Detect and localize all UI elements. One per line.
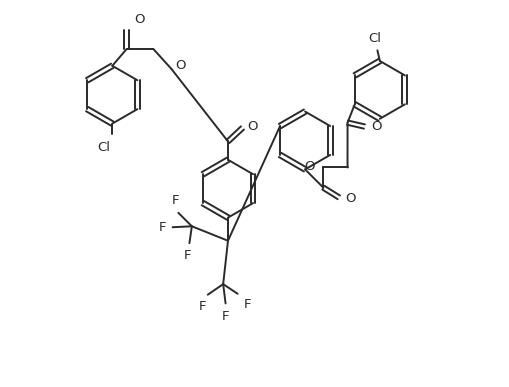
Text: F: F — [183, 249, 191, 262]
Text: F: F — [222, 310, 230, 323]
Text: Cl: Cl — [97, 141, 110, 154]
Text: O: O — [371, 120, 382, 133]
Text: O: O — [134, 13, 145, 26]
Text: F: F — [199, 300, 207, 313]
Text: F: F — [243, 298, 251, 311]
Text: O: O — [247, 120, 258, 132]
Text: O: O — [345, 192, 356, 205]
Text: O: O — [305, 160, 315, 173]
Text: O: O — [176, 59, 186, 72]
Text: Cl: Cl — [369, 32, 382, 45]
Text: F: F — [159, 221, 166, 234]
Text: F: F — [172, 194, 180, 207]
